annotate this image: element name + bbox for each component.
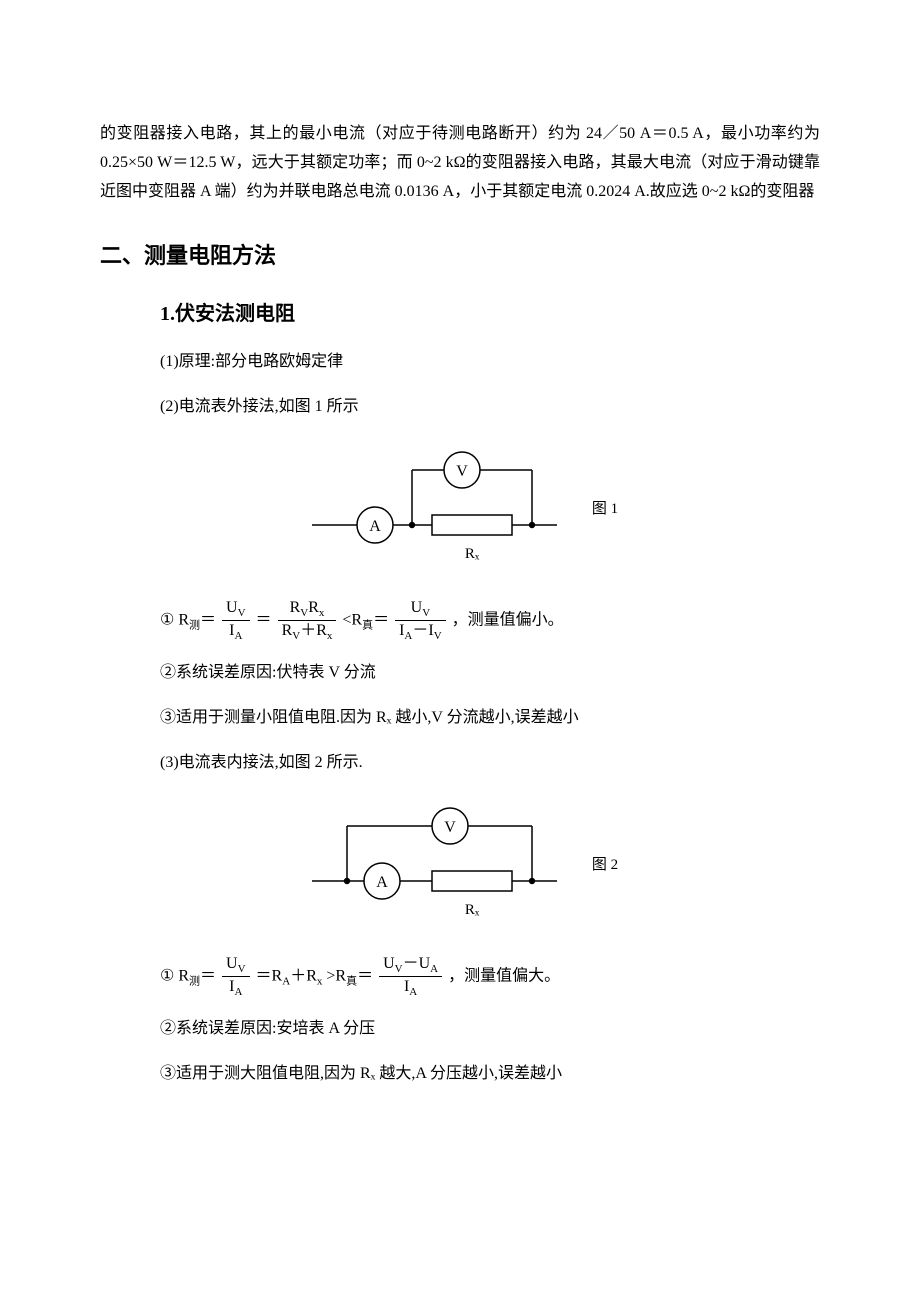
method-internal-text: (3)电流表内接法,如图 2 所示. (160, 749, 820, 778)
applicable-2: ③适用于测大阻值电阻,因为 Rₓ 越大,A 分压越小,误差越小 (160, 1060, 820, 1089)
voltmeter-label-2: V (444, 819, 456, 836)
resistor-label-2: Rₓ (465, 902, 480, 918)
ammeter-label: A (369, 518, 381, 535)
applicable-1: ③适用于测量小阻值电阻.因为 Rₓ 越小,V 分流越小,误差越小 (160, 704, 820, 733)
circuit-diagram-1: A V Rₓ (302, 440, 562, 580)
figure-2-label: 图 2 (592, 852, 618, 879)
resistor-label: Rₓ (465, 546, 480, 562)
ammeter-label-2: A (376, 874, 388, 891)
figure-1-label: 图 1 (592, 496, 618, 523)
error-reason-1: ②系统误差原因:伏特表 V 分流 (160, 659, 820, 688)
method-external-text: (2)电流表外接法,如图 1 所示 (160, 393, 820, 422)
intro-paragraph: 的变阻器接入电路，其上的最小电流（对应于待测电路断开）约为 24／50 A＝0.… (100, 120, 820, 206)
error-reason-2: ②系统误差原因:安培表 A 分压 (160, 1015, 820, 1044)
figure-2-wrap: A V Rₓ 图 2 (100, 796, 820, 936)
figure-1-wrap: A V Rₓ 图 1 (100, 440, 820, 580)
principle-text: (1)原理:部分电路欧姆定律 (160, 348, 820, 377)
equation-2: ① R测＝ UV IA ＝RA＋Rx >R真＝ UV－UA IA ，测量值偏大。 (160, 954, 820, 1000)
equation-1: ① R测＝ UV IA ＝ RVRx RV＋Rx <R真＝ UV IA－IV ，… (160, 598, 820, 644)
section-heading: 二、测量电阻方法 (100, 236, 820, 276)
voltmeter-label: V (456, 463, 468, 480)
subsection-heading: 1.伏安法测电阻 (160, 296, 820, 332)
circuit-diagram-2: A V Rₓ (302, 796, 562, 936)
